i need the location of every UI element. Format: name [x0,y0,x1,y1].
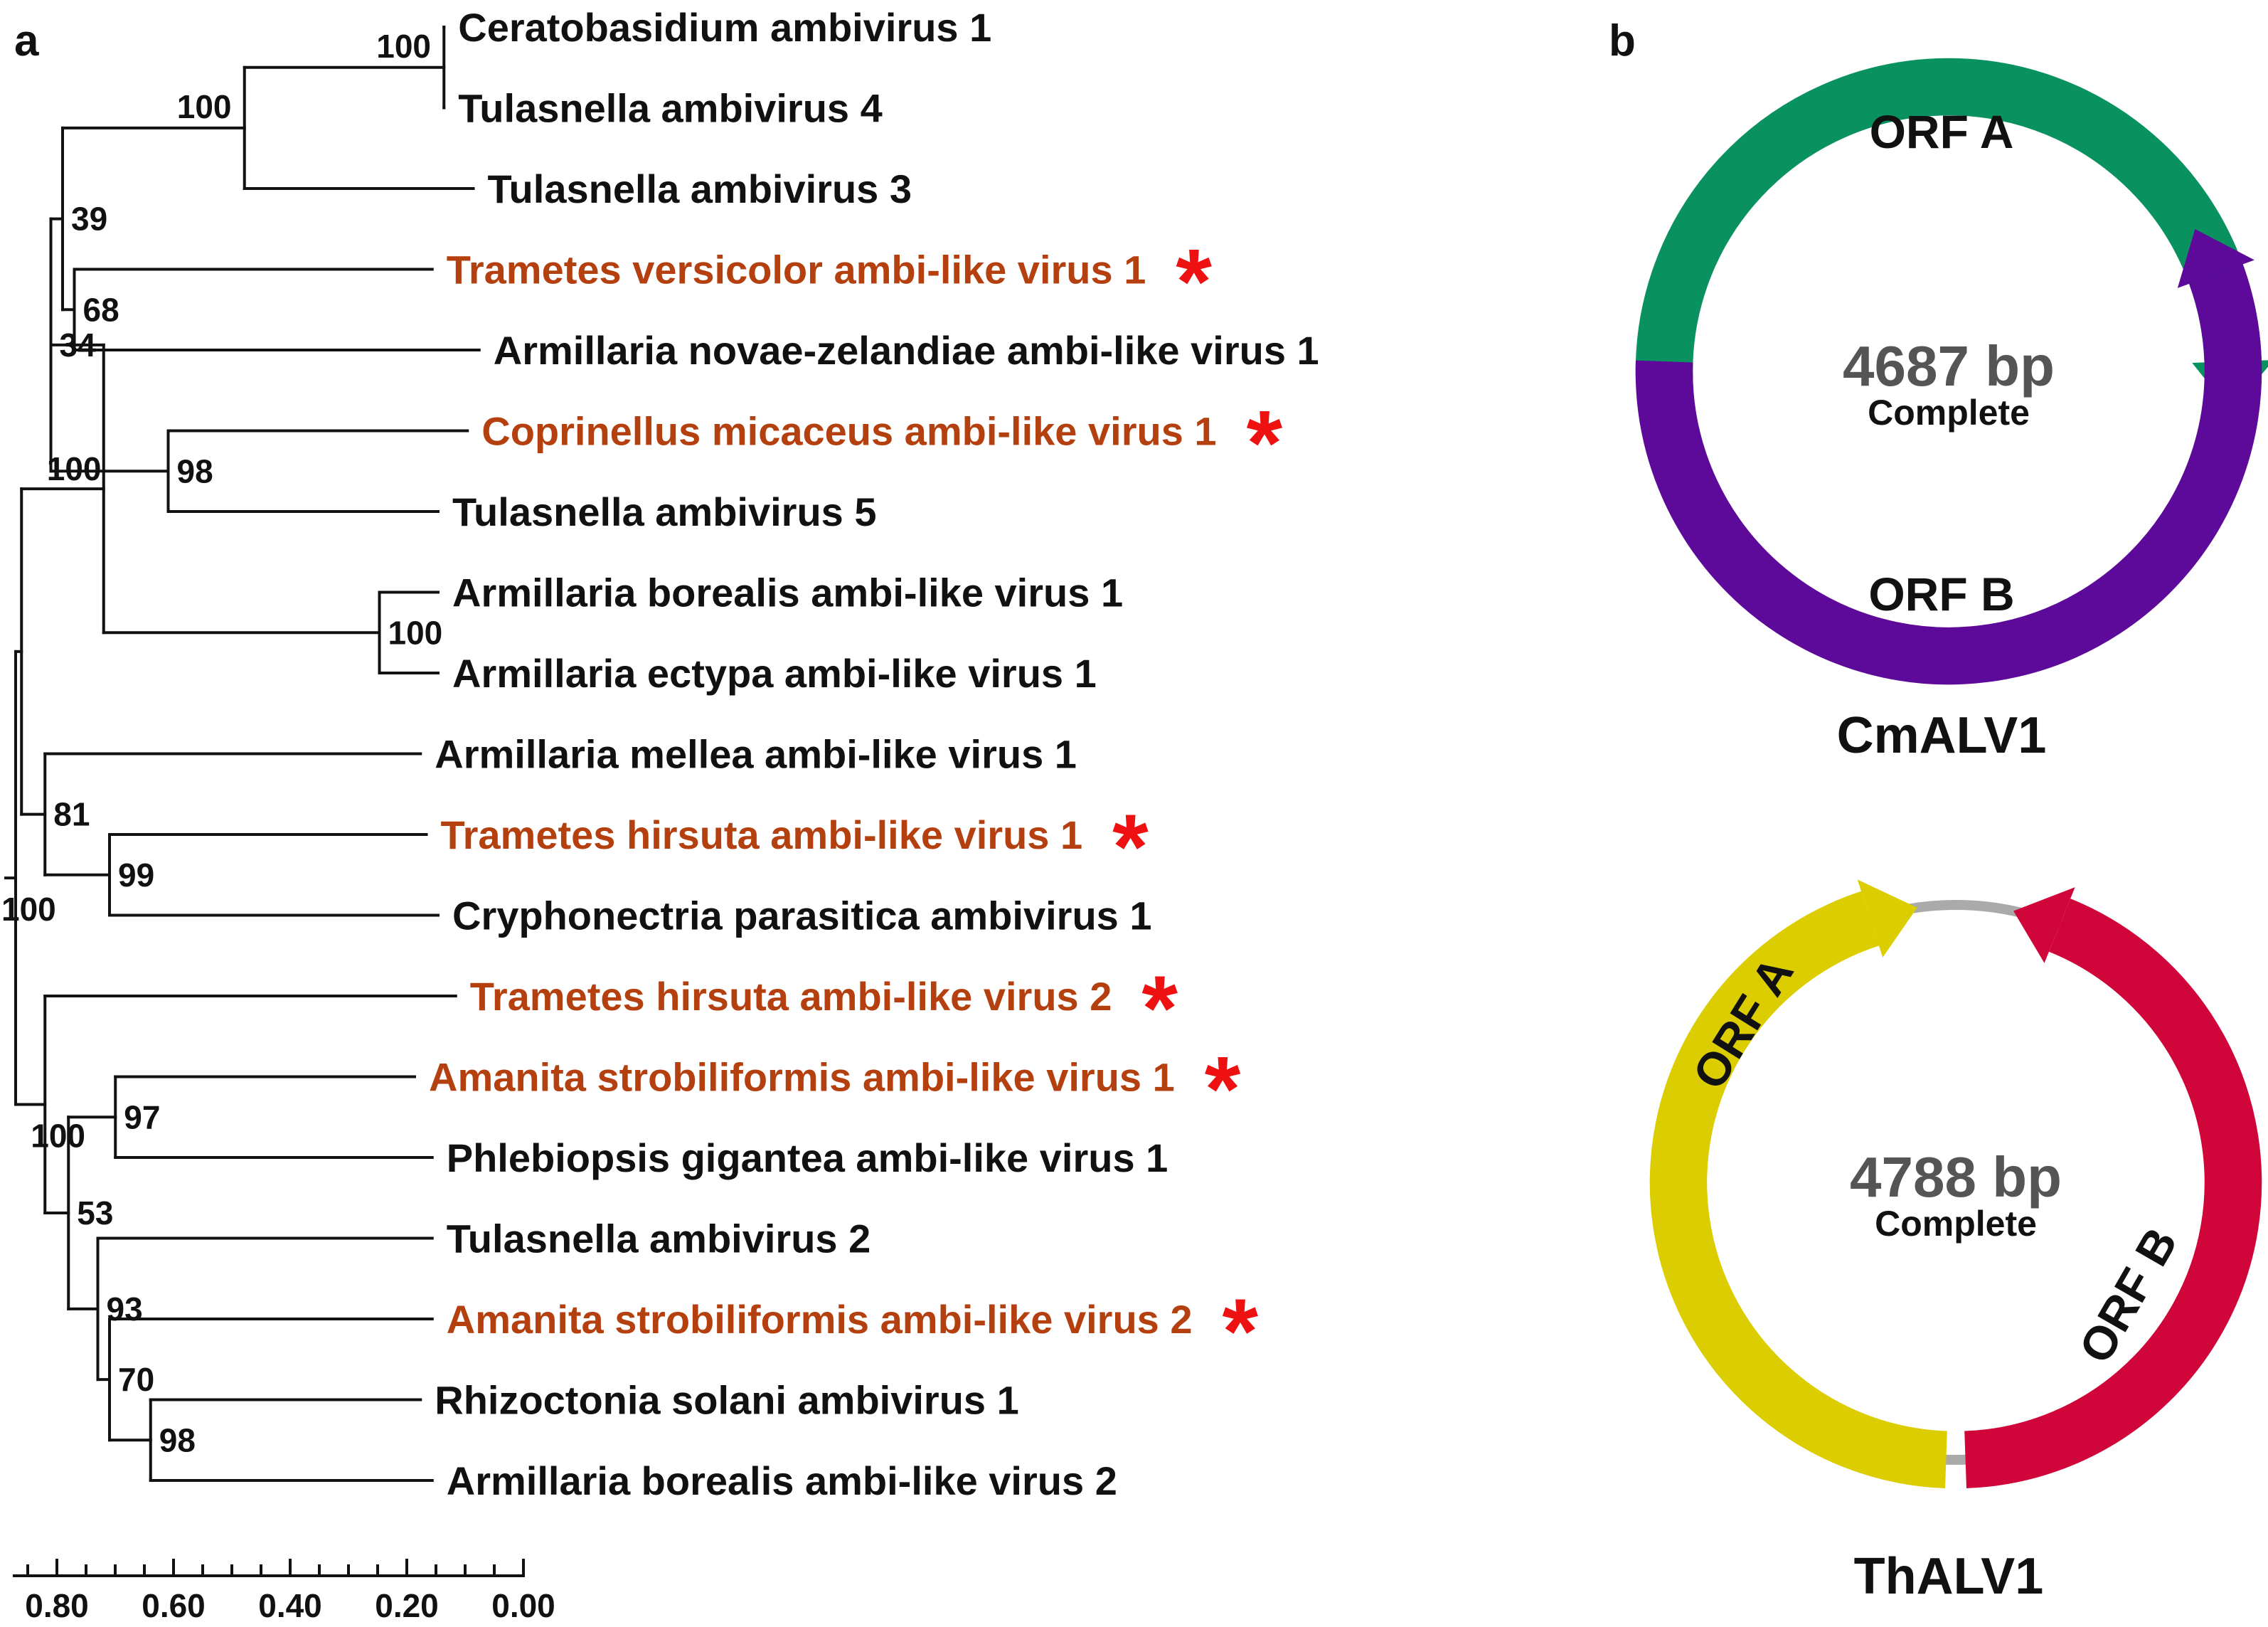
panel-letter-a: a [14,16,39,65]
orf-arrowhead [2013,887,2075,963]
bootstrap-support: 70 [118,1361,154,1398]
bootstrap-support: 97 [124,1098,160,1135]
orf-label: ORF B [1868,568,2014,620]
bootstrap-support: 68 [83,291,119,328]
new-virus-star-icon: * [1247,391,1283,495]
tree-leaf-label: Phlebiopsis gigantea ambi-like virus 1 [447,1135,1168,1180]
tree-leaf-label: Cryphonectria parasitica ambivirus 1 [452,894,1152,938]
tree-leaf-label: Armillaria borealis ambi-like virus 2 [447,1458,1117,1503]
tree-leaf-label: Tulasnella ambivirus 3 [488,166,912,211]
axis-tick-label: 0.80 [25,1587,89,1624]
genome-status-label: Complete [1868,393,2030,433]
bootstrap-support: 100 [376,28,431,65]
bootstrap-support: 39 [71,201,107,238]
bootstrap-support: 34 [60,327,97,364]
bootstrap-support: 100 [47,450,102,487]
tree-leaf-label: Amanita strobiliformis ambi-like virus 2 [447,1297,1193,1342]
bootstrap-support: 81 [53,796,90,833]
bootstrap-support: 93 [107,1291,143,1327]
axis-tick-label: 0.60 [142,1587,206,1624]
genome-size-label: 4687 bp [1843,334,2055,398]
tree-leaf-label: Trametes hirsuta ambi-like virus 1 [441,812,1083,857]
orf-arc [1635,264,2262,685]
axis-tick-label: 0.20 [375,1587,439,1624]
tree-leaf-label: Amanita strobiliformis ambi-like virus 1 [429,1055,1175,1100]
tree-leaf-label: Armillaria borealis ambi-like virus 1 [452,571,1123,615]
genome-size-label: 4788 bp [1850,1145,2062,1209]
bootstrap-support: 100 [388,614,443,651]
axis-tick-label: 0.40 [258,1587,322,1624]
tree-leaf-label: Trametes versicolor ambi-like virus 1 [447,248,1146,292]
tree-leaf-label: Coprinellus micaceus ambi-like virus 1 [481,409,1216,454]
tree-leaf-label: Armillaria ectypa ambi-like virus 1 [452,651,1097,696]
new-virus-star-icon: * [1223,1279,1259,1383]
orf-arc [1635,58,2262,383]
bootstrap-support: 98 [159,1421,196,1458]
genome-name-label: ThALV1 [1854,1548,2044,1605]
genome-name-label: CmALV1 [1837,707,2047,764]
tree-leaf-label: Trametes hirsuta ambi-like virus 2 [470,974,1112,1019]
tree-leaf-label: Rhizoctonia solani ambivirus 1 [435,1378,1019,1423]
tree-leaf-label: Ceratobasidium ambivirus 1 [458,5,991,50]
bootstrap-support: 99 [118,857,154,894]
bootstrap-support: 100 [177,88,232,125]
phylogenetic-tree: 1001006839983410010099819798709353100100… [1,5,1319,1503]
tree-leaf-label: Tulasnella ambivirus 4 [458,86,883,131]
axis-tick-label: 0.00 [491,1587,555,1624]
orf-arc [1964,899,2262,1488]
bootstrap-support: 53 [77,1194,113,1231]
orf-label: ORF A [1870,105,2014,158]
tree-leaf-label: Armillaria mellea ambi-like virus 1 [435,732,1077,777]
scale-axis: 0.80 0.60 0.40 0.20 0.00 [13,1559,555,1624]
tree-leaf-label: Tulasnella ambivirus 2 [447,1217,871,1261]
new-virus-star-icon: * [1205,1037,1241,1141]
bootstrap-support: 100 [31,1118,85,1155]
panel-letter-b: b [1609,16,1636,65]
tree-leaf-label: Tulasnella ambivirus 5 [452,489,877,534]
new-virus-star-icon: * [1176,230,1212,334]
new-virus-star-icon: * [1112,795,1149,899]
new-virus-star-icon: * [1141,956,1178,1060]
genome-status-label: Complete [1875,1204,2037,1244]
orf-arrowhead [1857,879,1917,958]
orf-arc [1649,891,1947,1488]
bootstrap-support: 98 [177,452,213,489]
orf-arrowhead [2177,229,2254,288]
tree-leaf-label: Armillaria novae-zelandiae ambi-like vir… [494,328,1319,373]
bootstrap-support: 100 [1,891,56,928]
